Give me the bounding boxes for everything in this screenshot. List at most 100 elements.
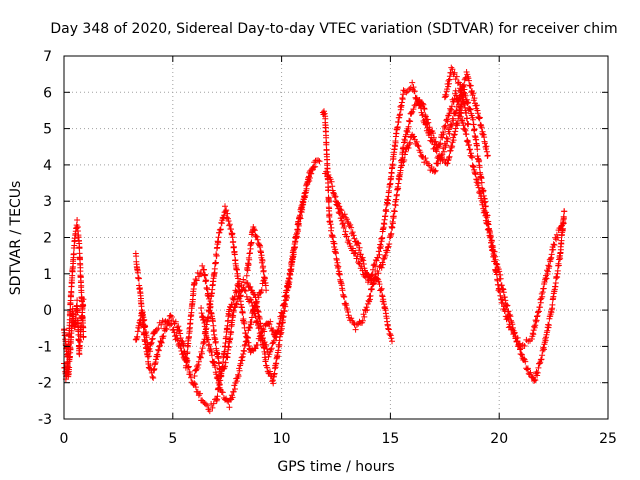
- data-point-marker: [277, 315, 284, 322]
- data-point-marker: [136, 325, 143, 331]
- data-point-marker: [338, 207, 345, 214]
- data-point-marker: [415, 143, 422, 150]
- data-point-marker: [265, 353, 272, 360]
- data-point-marker: [261, 328, 268, 335]
- data-point-marker: [384, 244, 391, 251]
- data-point-marker: [385, 243, 392, 250]
- data-point-marker: [433, 148, 440, 155]
- data-point-marker: [205, 336, 212, 343]
- data-point-marker: [231, 251, 238, 258]
- data-point-marker: [168, 314, 175, 320]
- data-point-marker: [424, 124, 431, 131]
- data-point-marker: [247, 250, 253, 257]
- data-point-marker: [367, 275, 374, 282]
- data-point-marker: [341, 211, 348, 218]
- data-point-marker: [217, 226, 224, 233]
- data-point-marker: [392, 202, 399, 209]
- data-point-marker: [480, 187, 487, 194]
- data-point-marker: [270, 380, 277, 387]
- data-point-marker: [236, 367, 243, 374]
- data-point-marker: [361, 313, 368, 320]
- data-point-marker: [201, 323, 208, 330]
- data-point-marker: [351, 235, 358, 242]
- data-point-marker: [394, 124, 401, 130]
- data-point-marker: [450, 71, 457, 78]
- data-point-marker: [504, 302, 511, 309]
- series-segment: [322, 87, 568, 384]
- data-point-marker: [401, 157, 408, 163]
- data-point-marker: [233, 300, 240, 307]
- data-point-marker: [161, 318, 168, 325]
- data-point-marker: [252, 345, 259, 352]
- data-point-marker: [558, 237, 565, 244]
- data-point-marker: [223, 214, 230, 221]
- data-point-marker: [399, 162, 405, 169]
- y-tick-label: 5: [43, 122, 52, 138]
- data-point-marker: [155, 325, 162, 332]
- data-point-marker: [134, 334, 141, 340]
- data-point-marker: [378, 286, 384, 293]
- data-point-marker: [432, 147, 439, 153]
- data-point-marker: [175, 323, 182, 330]
- data-point-marker: [463, 96, 470, 103]
- data-point-marker: [497, 275, 504, 282]
- x-tick-label: 25: [599, 431, 617, 447]
- data-point-marker: [363, 304, 370, 311]
- data-point-marker: [247, 283, 254, 290]
- data-point-marker: [228, 329, 235, 336]
- data-point-marker: [77, 339, 84, 345]
- data-point-marker: [431, 168, 438, 175]
- data-point-marker: [449, 121, 456, 128]
- data-point-marker: [379, 261, 386, 268]
- y-tick-label: 0: [43, 303, 52, 319]
- data-point-marker: [423, 121, 430, 127]
- data-point-marker: [211, 265, 218, 272]
- data-point-marker: [519, 351, 525, 358]
- data-point-marker: [337, 206, 344, 213]
- data-point-marker: [534, 369, 541, 376]
- data-point-marker: [511, 329, 518, 336]
- data-point-marker: [229, 394, 236, 401]
- data-point-marker: [346, 240, 353, 247]
- data-point-marker: [387, 332, 394, 339]
- data-point-marker: [273, 334, 280, 341]
- data-point-marker: [256, 324, 263, 330]
- data-point-marker: [495, 281, 502, 288]
- data-point-marker: [211, 358, 218, 365]
- data-point-marker: [352, 249, 359, 256]
- data-point-marker: [544, 268, 551, 275]
- data-point-marker: [230, 238, 237, 245]
- data-point-marker: [405, 145, 412, 151]
- data-point-marker: [241, 348, 248, 355]
- data-point-marker: [78, 322, 85, 328]
- data-point-marker: [389, 224, 396, 231]
- data-point-marker: [356, 244, 363, 251]
- data-point-marker: [272, 329, 279, 336]
- data-point-marker: [202, 401, 209, 408]
- data-point-marker: [264, 364, 271, 371]
- data-point-marker: [349, 229, 356, 236]
- data-point-marker: [521, 343, 528, 349]
- data-point-marker: [393, 191, 400, 198]
- data-point-marker: [246, 325, 253, 331]
- data-point-marker: [466, 105, 473, 112]
- data-point-marker: [392, 139, 399, 146]
- data-point-marker: [286, 272, 293, 278]
- data-point-marker: [407, 118, 414, 125]
- data-point-marker: [183, 356, 190, 362]
- data-point-marker: [315, 157, 322, 164]
- data-point-marker: [222, 359, 229, 366]
- data-point-marker: [497, 292, 504, 299]
- data-point-marker: [255, 294, 262, 301]
- data-point-marker: [389, 220, 396, 227]
- y-tick-label: -1: [38, 339, 52, 355]
- data-point-marker: [387, 331, 394, 338]
- data-point-marker: [149, 336, 156, 343]
- data-point-marker: [155, 346, 162, 353]
- series-segment: [198, 277, 267, 411]
- data-point-marker: [382, 213, 389, 220]
- data-point-marker: [327, 221, 334, 228]
- data-point-marker: [379, 234, 386, 241]
- data-point-marker: [496, 288, 503, 295]
